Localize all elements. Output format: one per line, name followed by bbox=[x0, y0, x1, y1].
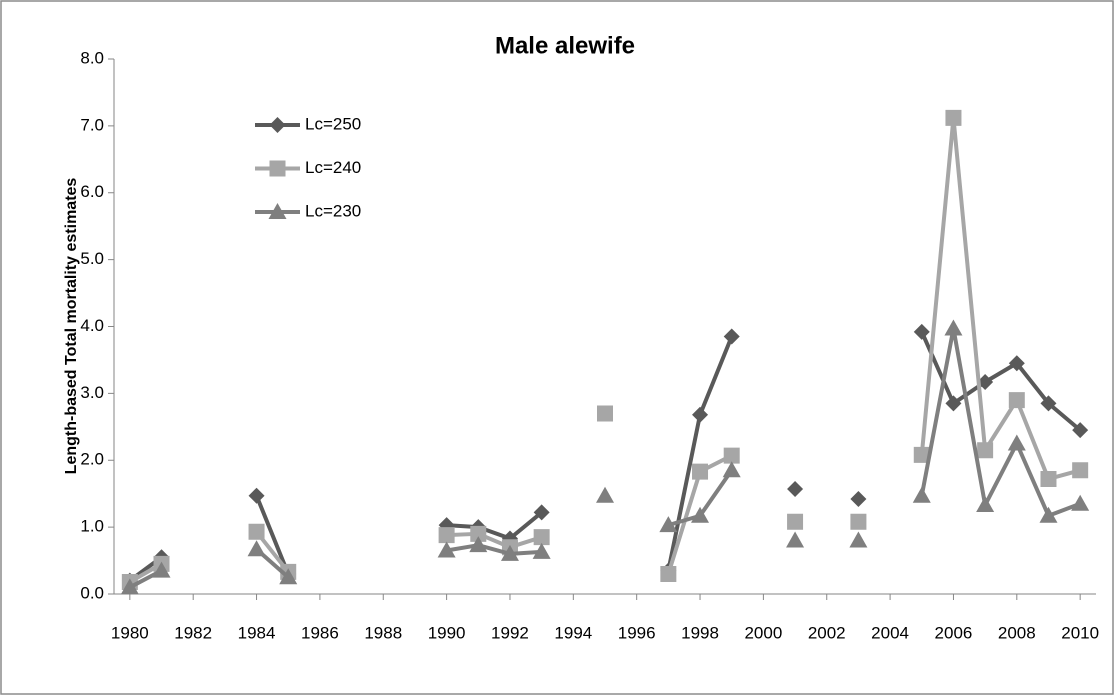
marker bbox=[787, 481, 804, 498]
legend-label: Lc=230 bbox=[305, 201, 361, 220]
marker bbox=[691, 506, 710, 523]
y-tick-label: 8.0 bbox=[80, 48, 104, 67]
marker bbox=[659, 516, 678, 533]
marker bbox=[596, 486, 614, 503]
marker bbox=[470, 525, 487, 542]
marker bbox=[850, 513, 867, 530]
marker bbox=[945, 109, 962, 126]
marker bbox=[469, 536, 488, 553]
marker bbox=[269, 160, 286, 177]
x-tick-label: 1988 bbox=[364, 623, 402, 642]
series-line bbox=[128, 331, 1082, 583]
legend-label: Lc=240 bbox=[305, 158, 361, 177]
x-tick-label: 2000 bbox=[744, 623, 782, 642]
x-tick-label: 2002 bbox=[808, 623, 846, 642]
marker bbox=[692, 463, 709, 480]
marker bbox=[1039, 506, 1058, 523]
marker bbox=[849, 531, 868, 548]
marker bbox=[945, 395, 962, 412]
x-tick-label: 1998 bbox=[681, 623, 719, 642]
x-tick-label: 2006 bbox=[935, 623, 973, 642]
marker bbox=[786, 531, 805, 548]
marker bbox=[269, 117, 286, 133]
y-tick-label: 7.0 bbox=[80, 115, 104, 134]
y-tick-label: 2.0 bbox=[80, 450, 104, 469]
x-tick-label: 1986 bbox=[301, 623, 339, 642]
y-tick-label: 1.0 bbox=[80, 517, 104, 536]
x-tick-label: 2010 bbox=[1061, 623, 1099, 642]
y-tick-label: 5.0 bbox=[80, 249, 104, 268]
marker bbox=[912, 486, 931, 503]
x-tick-label: 1984 bbox=[238, 623, 276, 642]
marker bbox=[1007, 434, 1026, 451]
legend-label: Lc=250 bbox=[305, 114, 361, 133]
x-tick-label: 2008 bbox=[998, 623, 1036, 642]
marker bbox=[120, 578, 139, 595]
marker bbox=[692, 406, 709, 423]
y-tick-label: 6.0 bbox=[80, 182, 104, 201]
marker bbox=[533, 504, 550, 521]
marker bbox=[913, 323, 930, 340]
marker bbox=[977, 374, 994, 391]
marker bbox=[248, 487, 265, 504]
marker bbox=[787, 513, 804, 530]
marker bbox=[248, 523, 265, 540]
marker bbox=[850, 491, 867, 508]
marker bbox=[500, 544, 519, 561]
y-axis-label: Length-based Total mortality estimates bbox=[63, 178, 80, 475]
y-tick-label: 4.0 bbox=[80, 316, 104, 335]
marker bbox=[438, 527, 455, 544]
marker bbox=[1040, 395, 1057, 412]
series-line bbox=[128, 326, 1081, 590]
marker bbox=[976, 496, 995, 513]
marker bbox=[597, 405, 613, 422]
x-tick-label: 1980 bbox=[111, 623, 149, 642]
marker bbox=[1008, 355, 1025, 372]
x-tick-label: 1996 bbox=[618, 623, 656, 642]
marker bbox=[247, 540, 266, 557]
x-tick-label: 1992 bbox=[491, 623, 529, 642]
series-line bbox=[128, 115, 1081, 584]
chart-title: Male alewife bbox=[495, 32, 635, 59]
marker bbox=[1071, 494, 1090, 511]
x-tick-label: 2004 bbox=[871, 623, 909, 642]
marker bbox=[1008, 392, 1025, 409]
marker bbox=[268, 203, 287, 219]
marker bbox=[437, 541, 456, 558]
marker bbox=[723, 447, 740, 464]
marker bbox=[722, 461, 741, 478]
marker bbox=[977, 442, 994, 459]
marker bbox=[944, 319, 963, 336]
y-tick-label: 0.0 bbox=[80, 583, 104, 602]
marker bbox=[152, 561, 171, 578]
marker bbox=[532, 542, 551, 559]
marker bbox=[1072, 462, 1089, 479]
marker bbox=[913, 446, 930, 463]
marker bbox=[660, 565, 677, 582]
marker bbox=[533, 529, 550, 546]
x-tick-label: 1994 bbox=[554, 623, 592, 642]
y-tick-label: 3.0 bbox=[80, 383, 104, 402]
marker bbox=[1040, 470, 1057, 487]
marker bbox=[1072, 422, 1089, 439]
marker bbox=[279, 568, 298, 585]
x-tick-label: 1990 bbox=[428, 623, 466, 642]
x-tick-label: 1982 bbox=[174, 623, 212, 642]
marker bbox=[723, 328, 740, 345]
